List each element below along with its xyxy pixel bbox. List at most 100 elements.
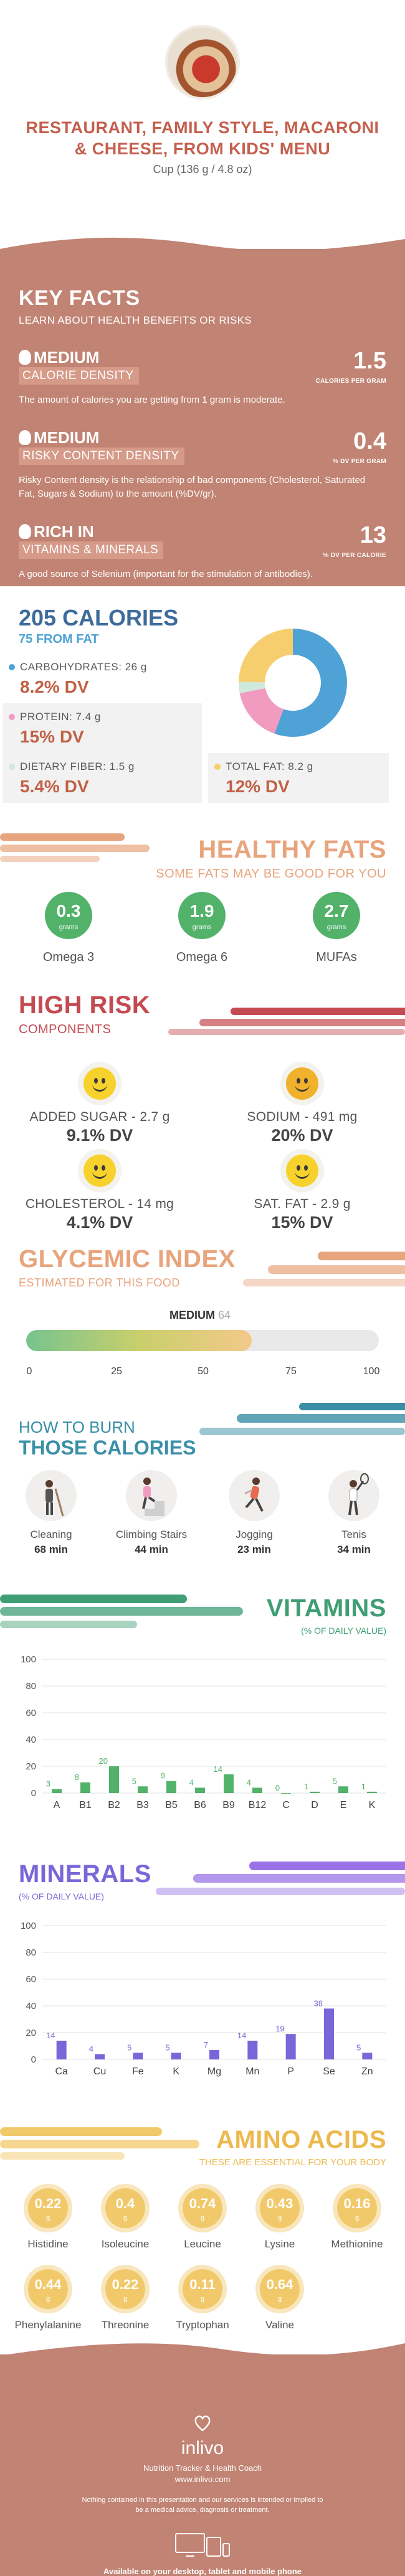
bar-Fe bbox=[133, 2053, 143, 2059]
key-facts-subtitle: LEARN ABOUT HEALTH BENEFITS OR RISKS bbox=[19, 314, 252, 326]
minerals-section: MINERALS (% OF DAILY VALUE) 0 20 40 60 80 100… bbox=[0, 1848, 405, 2111]
y-tick-label: 40 bbox=[26, 2001, 36, 2012]
glycemic-tick: 0 bbox=[26, 1366, 32, 1377]
omega6-label: Omega 6 bbox=[176, 950, 228, 964]
x-tick-label: B1 bbox=[79, 1800, 92, 1810]
bar-P bbox=[285, 2034, 296, 2059]
brand-name: inlivo bbox=[181, 2438, 224, 2458]
bar-A bbox=[52, 1789, 62, 1793]
y-tick-label: 100 bbox=[21, 1654, 36, 1665]
bar-B12 bbox=[252, 1787, 262, 1793]
header: RESTAURANT, FAMILY STYLE, MACARONI & CHE… bbox=[0, 25, 405, 249]
tennis-icon bbox=[328, 1470, 379, 1521]
x-tick-label: Zn bbox=[361, 2066, 373, 2077]
y-tick-label: 60 bbox=[26, 1708, 36, 1718]
flame-icon bbox=[19, 430, 31, 445]
data-label: 5 bbox=[333, 1776, 337, 1786]
minerals-bar-chart: 0 20 40 60 80 100 14 Ca 4 Cu 5 Fe 5 K 7 Mg 14 Mn 19 P 38 Se 5 Z… bbox=[21, 1921, 386, 2077]
donut-slice-fiber bbox=[239, 629, 347, 737]
data-label: 3 bbox=[46, 1779, 50, 1789]
amino-subtitle: THESE ARE ESSENTIAL FOR YOUR BODY bbox=[199, 2157, 386, 2168]
data-label: 38 bbox=[314, 1998, 323, 2008]
bar-Mn bbox=[247, 2040, 258, 2059]
data-label: 5 bbox=[165, 2043, 169, 2052]
x-tick-label: B9 bbox=[222, 1800, 235, 1810]
happy-face-icon bbox=[286, 1067, 318, 1100]
amino-valine: 0.64 g Valine bbox=[241, 2269, 319, 2331]
brand-url[interactable]: www.inlivo.com bbox=[174, 2475, 231, 2484]
bar-Ca bbox=[56, 2040, 67, 2059]
flame-icon bbox=[19, 350, 31, 365]
key-facts-section: KEY FACTS LEARN ABOUT HEALTH BENEFITS OR… bbox=[0, 237, 405, 586]
key-fact-value: 0.4 bbox=[353, 428, 386, 454]
bar-Zn bbox=[362, 2053, 373, 2059]
data-label: 5 bbox=[127, 2043, 131, 2052]
activity-jogging: Jogging 23 min bbox=[211, 1470, 298, 1556]
risk-sat-fat: SAT. FAT - 2.9 g 15% DV bbox=[215, 1155, 389, 1232]
key-fact-calorie-density: MEDIUM CALORIE DENSITY 1.5 CALORIES PER … bbox=[19, 348, 386, 407]
glycemic-tick: 50 bbox=[198, 1366, 209, 1377]
availability-note: Available on your desktop, tablet and mo… bbox=[103, 2567, 302, 2576]
legend-dot bbox=[214, 764, 221, 770]
key-fact-label: RISKY CONTENT DENSITY bbox=[19, 447, 184, 465]
amino-acids-section: AMINO ACIDS THESE ARE ESSENTIAL FOR YOUR… bbox=[0, 2111, 405, 2354]
cleaning-icon bbox=[26, 1470, 77, 1521]
x-tick-label: Mn bbox=[245, 2066, 259, 2077]
calories-from-fat: 75 FROM FAT bbox=[19, 632, 99, 646]
key-fact-level: RICH IN bbox=[19, 522, 163, 541]
data-label: 5 bbox=[132, 1776, 136, 1786]
glycemic-index-section: GLYCEMIC INDEX ESTIMATED FOR THIS FOOD M… bbox=[0, 1227, 405, 1385]
key-fact-label: CALORIE DENSITY bbox=[19, 367, 139, 385]
high-risk-subtitle: COMPONENTS bbox=[19, 1023, 112, 1036]
decorative-stripes bbox=[156, 1862, 405, 1895]
amino-phenylalanine: 0.44 g Phenylalanine bbox=[9, 2269, 87, 2331]
amino-threonine: 0.22 g Threonine bbox=[86, 2269, 164, 2331]
x-tick-label: K bbox=[369, 1800, 376, 1810]
footer: inlivo Nutrition Tracker & Health Coach … bbox=[0, 2343, 405, 2576]
jogging-icon bbox=[229, 1470, 280, 1521]
burn-calories-section: HOW TO BURN THOSE CALORIES Cleaning 68 m… bbox=[0, 1385, 405, 1578]
high-risk-section: HIGH RISK COMPONENTS ADDED SUGAR - 2.7 g… bbox=[0, 973, 405, 1232]
x-tick-label: A bbox=[54, 1800, 60, 1810]
healthy-fats-section: HEALTHY FATS SOME FATS MAY BE GOOD FOR Y… bbox=[0, 806, 405, 973]
macro-dietary-fiber: DIETARY FIBER: 1.5 g 5.4% DV bbox=[2, 753, 202, 803]
data-label: 1 bbox=[304, 1782, 308, 1791]
key-fact-value: 13 bbox=[360, 522, 386, 548]
x-tick-label: B12 bbox=[249, 1800, 267, 1810]
omega3-circle: 0.3 grams bbox=[45, 892, 92, 939]
glycemic-value-label: MEDIUM 64 bbox=[169, 1309, 231, 1321]
y-tick-label: 0 bbox=[31, 2054, 36, 2065]
y-tick-label: 20 bbox=[26, 2028, 36, 2038]
x-tick-label: Mg bbox=[207, 2066, 221, 2077]
amino-histidine: 0.22 g Histidine bbox=[9, 2188, 87, 2250]
x-tick-label: K bbox=[173, 2066, 179, 2077]
minerals-title: MINERALS bbox=[19, 1860, 151, 1888]
x-tick-label: B3 bbox=[136, 1800, 149, 1810]
bar-B3 bbox=[138, 1786, 148, 1793]
bar-K bbox=[367, 1791, 377, 1793]
y-tick-label: 100 bbox=[21, 1921, 36, 1931]
decorative-stripes bbox=[199, 1403, 405, 1435]
amino-lysine: 0.43 g Lysine bbox=[241, 2188, 319, 2250]
bar-Se bbox=[324, 2008, 334, 2059]
vitamins-subtitle: (% OF DAILY VALUE) bbox=[301, 1626, 386, 1636]
decorative-stripes bbox=[0, 833, 150, 862]
amino-leucine: 0.74 g Leucine bbox=[163, 2188, 242, 2250]
key-fact-risky-density: MEDIUM RISKY CONTENT DENSITY 0.4 % DV PE… bbox=[19, 428, 386, 501]
key-fact-level: MEDIUM bbox=[19, 428, 184, 447]
glycemic-tick: 100 bbox=[363, 1366, 380, 1377]
wave-divider bbox=[0, 237, 405, 256]
thumbs-up-icon bbox=[19, 524, 31, 539]
x-tick-label: Cu bbox=[93, 2066, 106, 2077]
legend-dot bbox=[9, 664, 15, 670]
vitamins-title: VITAMINS bbox=[266, 1595, 386, 1622]
data-label: 4 bbox=[189, 1777, 194, 1787]
glycemic-title: GLYCEMIC INDEX bbox=[19, 1245, 236, 1273]
food-title: RESTAURANT, FAMILY STYLE, MACARONI & CHE… bbox=[26, 118, 379, 158]
x-tick-label: C bbox=[282, 1800, 290, 1810]
glycemic-bar bbox=[26, 1330, 379, 1351]
omega6-circle: 1.9 grams bbox=[178, 892, 226, 939]
data-label: 1 bbox=[361, 1782, 366, 1791]
key-fact-unit: % DV PER CALORIE bbox=[323, 552, 386, 559]
x-tick-label: B6 bbox=[194, 1800, 206, 1810]
